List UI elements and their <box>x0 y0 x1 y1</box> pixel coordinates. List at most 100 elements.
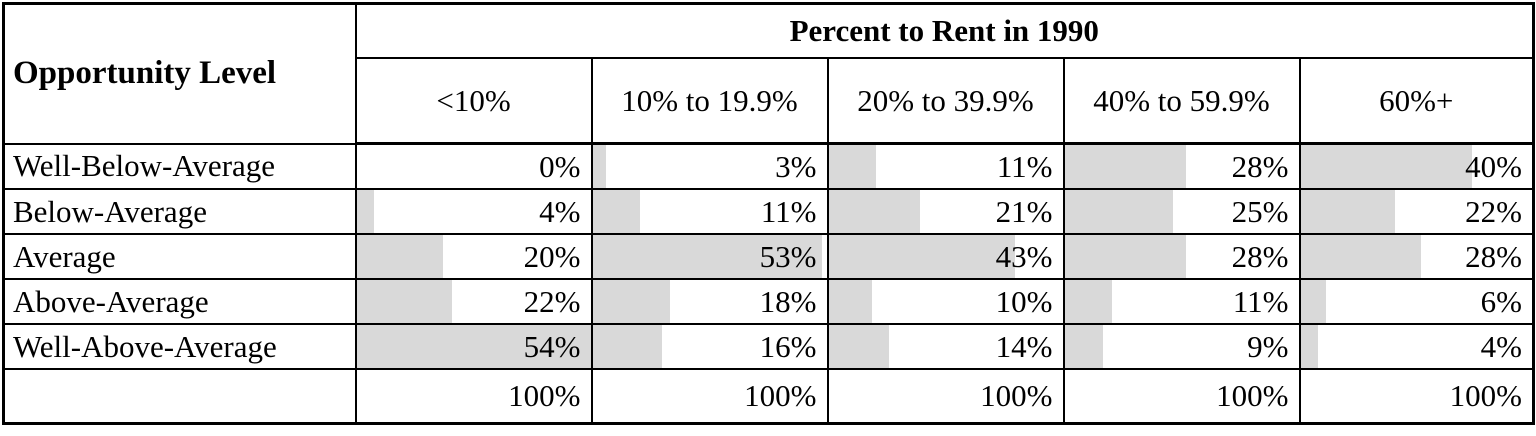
value-cell: 6% <box>1298 278 1535 325</box>
total-value: 100% <box>744 378 817 413</box>
data-bar <box>357 191 374 232</box>
value-cell: 16% <box>590 323 829 370</box>
data-bar <box>357 326 590 367</box>
cell-value: 22% <box>523 283 581 319</box>
value-cell: 54% <box>354 323 593 370</box>
data-bar <box>1065 145 1186 188</box>
total-cell: 100% <box>590 368 829 425</box>
data-bar <box>829 326 890 367</box>
value-cell: 18% <box>590 278 829 325</box>
cell-value: 3% <box>775 148 817 184</box>
total-value: 100% <box>1449 378 1522 413</box>
value-cell: 4% <box>1298 323 1535 370</box>
cell-value: 43% <box>995 238 1053 274</box>
group-header: Percent to Rent in 1990 <box>354 2 1535 59</box>
total-cell: 100% <box>354 368 593 425</box>
value-cell: 0% <box>354 142 593 190</box>
value-cell: 11% <box>826 142 1065 190</box>
value-cell: 4% <box>354 188 593 235</box>
cell-value: 54% <box>523 328 581 364</box>
cell-value: 11% <box>1232 283 1289 319</box>
cell-value: 14% <box>995 328 1053 364</box>
cell-value: 20% <box>523 238 581 274</box>
row-label: Well-Below-Average <box>2 142 357 190</box>
cell-value: 4% <box>539 193 581 229</box>
value-cell: 28% <box>1298 233 1535 280</box>
value-cell: 21% <box>826 188 1065 235</box>
opportunity-level-header: Opportunity Level <box>2 2 357 145</box>
data-bar <box>1065 236 1186 277</box>
column-header-0: <10% <box>354 57 593 145</box>
data-bar <box>1301 145 1472 188</box>
data-bar <box>1301 326 1318 367</box>
cell-value: 0% <box>539 148 581 184</box>
cell-value: 28% <box>1465 238 1522 274</box>
value-cell: 28% <box>1062 142 1301 190</box>
data-bar <box>593 191 641 232</box>
data-bar <box>829 236 1015 277</box>
total-value: 100% <box>980 378 1053 413</box>
row-label: Average <box>2 233 357 280</box>
cell-value: 28% <box>1231 238 1289 274</box>
total-cell: 100% <box>1062 368 1301 425</box>
value-cell: 22% <box>1298 188 1535 235</box>
table-row-2: Average 20% 53% 43% 28% 28% <box>2 233 1535 280</box>
column-header-2: 20% to 39.9% <box>826 57 1065 145</box>
data-bar <box>829 191 920 232</box>
column-header-row: <10% 10% to 19.9% 20% to 39.9% 40% to 59.9%… <box>4 57 1535 145</box>
cell-value: 53% <box>759 238 817 274</box>
cell-value: 28% <box>1231 148 1289 184</box>
cell-value: 11% <box>996 148 1053 184</box>
row-label: Above-Average <box>2 278 357 325</box>
cell-value: 16% <box>759 328 817 364</box>
value-cell: 3% <box>590 142 829 190</box>
data-bar <box>829 145 877 188</box>
value-cell: 53% <box>590 233 829 280</box>
total-cell: 100% <box>1298 368 1535 425</box>
cell-value: 25% <box>1231 193 1289 229</box>
value-cell: 20% <box>354 233 593 280</box>
value-cell: 11% <box>590 188 829 235</box>
cell-value: 11% <box>760 193 817 229</box>
value-cell: 10% <box>826 278 1065 325</box>
cell-value: 40% <box>1465 148 1522 184</box>
data-bar <box>1065 191 1173 232</box>
data-bar <box>593 281 671 322</box>
cell-value: 21% <box>995 193 1053 229</box>
value-cell: 9% <box>1062 323 1301 370</box>
value-cell: 22% <box>354 278 593 325</box>
table-row-3: Above-Average 22% 18% 10% 11% 6% <box>2 278 1535 325</box>
total-cell: 100% <box>826 368 1065 425</box>
value-cell: 43% <box>826 233 1065 280</box>
data-bar <box>357 236 444 277</box>
cell-value: 18% <box>759 283 817 319</box>
total-row-empty-label <box>2 368 357 425</box>
value-cell: 28% <box>1062 233 1301 280</box>
column-header-1: 10% to 19.9% <box>590 57 829 145</box>
group-header-row: Opportunity Level Percent to Rent in 199… <box>2 2 1535 145</box>
data-bar <box>593 145 606 188</box>
data-bar <box>1301 281 1327 322</box>
table-row-4: Well-Above-Average 54% 16% 14% 9% 4% <box>2 323 1535 370</box>
data-bar <box>829 281 872 322</box>
cell-value: 4% <box>1480 328 1522 364</box>
row-label: Well-Above-Average <box>2 323 357 370</box>
value-cell: 25% <box>1062 188 1301 235</box>
table-row-1: Below-Average 4% 11% 21% 25% 22% <box>2 188 1535 235</box>
column-header-3: 40% to 59.9% <box>1062 57 1301 145</box>
total-value: 100% <box>1216 378 1289 413</box>
table-row-0: Well-Below-Average 0% 3% 11% 28% 40% <box>2 142 1535 190</box>
data-bar <box>593 326 662 367</box>
data-bar <box>1065 326 1104 367</box>
cell-value: 10% <box>995 283 1053 319</box>
data-bar <box>1065 281 1113 322</box>
total-row: 100% 100% 100% 100% 100% <box>2 368 1535 425</box>
percent-to-rent-table: Opportunity Level Percent to Rent in 199… <box>2 2 1535 425</box>
data-bar <box>593 236 823 277</box>
column-header-4: 60%+ <box>1298 57 1535 145</box>
cell-value: 6% <box>1480 283 1522 319</box>
value-cell: 40% <box>1298 142 1535 190</box>
value-cell: 11% <box>1062 278 1301 325</box>
cell-value: 9% <box>1247 328 1289 364</box>
